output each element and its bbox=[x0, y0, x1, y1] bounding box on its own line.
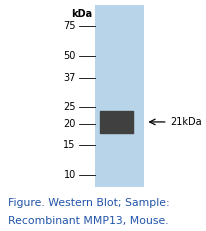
Text: 15: 15 bbox=[63, 140, 76, 150]
Text: kDa: kDa bbox=[71, 9, 92, 19]
Text: Figure. Western Blot; Sample:: Figure. Western Blot; Sample: bbox=[8, 198, 170, 207]
Text: 25: 25 bbox=[63, 102, 76, 112]
Text: 37: 37 bbox=[63, 73, 76, 83]
Text: 10: 10 bbox=[64, 170, 76, 180]
Text: 75: 75 bbox=[63, 21, 76, 31]
Text: 50: 50 bbox=[63, 51, 76, 61]
Text: 20: 20 bbox=[63, 119, 76, 129]
Text: 21kDa: 21kDa bbox=[170, 117, 202, 127]
Text: Recombinant MMP13, Mouse.: Recombinant MMP13, Mouse. bbox=[8, 216, 169, 226]
